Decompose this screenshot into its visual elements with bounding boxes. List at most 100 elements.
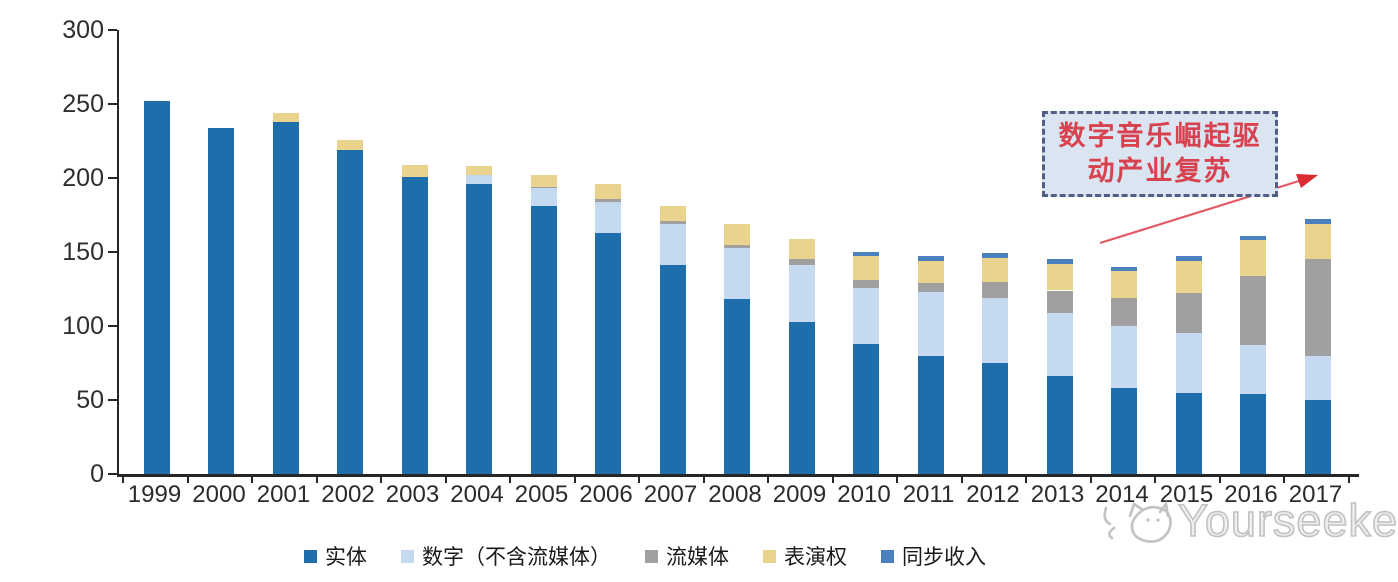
x-axis-label: 2015 [1159,481,1214,508]
bar-segment [853,280,879,288]
x-axis-tick [702,475,705,483]
bar-segment [1304,219,1331,224]
legend-label: 实体 [325,545,367,569]
x-axis-label: 2001 [256,481,311,508]
legend-item: 实体 [304,541,367,571]
y-axis-tick [108,103,117,105]
annotation-line1: 数字音乐崛起驱 [1058,121,1262,151]
y-axis-label: 50 [76,386,104,414]
bar-segment [788,321,815,474]
x-axis-label: 2017 [1288,481,1343,508]
bar-segment [1240,235,1266,241]
bar-segment [1304,355,1331,400]
bar-segment [143,101,170,474]
y-axis-tick [108,473,117,475]
x-axis-tick [1025,475,1027,483]
bar-segment [917,260,944,284]
legend-label: 表演权 [784,545,847,569]
bar-segment [1046,263,1073,291]
legend-swatch-icon [645,549,658,563]
bar-segment [1175,293,1202,334]
bar-segment [1046,312,1073,377]
y-axis-tick [108,177,117,179]
y-axis-label: 250 [62,90,104,118]
annotation-callout: 数字音乐崛起驱 动产业复苏 [1042,111,1278,197]
bar-segment [1111,297,1137,326]
y-axis-tick [108,29,117,31]
bar-segment [337,139,363,150]
bar-segment [272,121,299,474]
annotation-line2: 动产业复苏 [1087,156,1233,186]
bar-segment [595,183,621,199]
bar-segment [401,164,428,177]
bar-segment [1175,392,1202,474]
bar-segment [1240,240,1266,276]
x-axis-tick [122,475,124,483]
x-axis-label: 2004 [450,481,504,508]
legend-item: 流媒体 [645,541,729,571]
bar-segment [659,265,686,474]
y-axis-tick [108,325,117,327]
bar-segment [466,175,492,184]
bar-segment [1240,394,1266,474]
legend-item: 同步收入 [881,541,986,571]
x-axis-label: 2007 [643,481,698,508]
x-axis-tick [509,475,511,483]
y-axis-label: 300 [62,16,104,44]
bar-segment [1175,260,1202,294]
bar-segment [724,244,750,248]
x-axis-tick [896,475,898,483]
x-axis-label: 2006 [579,481,633,508]
bar-segment [659,223,686,266]
y-axis-label: 100 [62,312,104,340]
bar-segment [466,183,492,474]
legend-swatch-icon [881,549,894,563]
bar-segment [595,198,621,202]
bar-segment [853,287,879,344]
bar-segment [917,291,944,356]
plot-area [117,30,1359,477]
bar-segment [337,149,363,474]
bar-segment [1175,256,1202,261]
x-axis-label: 2014 [1095,481,1149,508]
bar-segment [1240,345,1266,395]
legend-item: 表演权 [763,541,847,571]
bar-segment [982,257,1008,282]
x-axis-label: 2016 [1224,481,1278,508]
bar-segment [595,232,621,474]
bar-segment [401,176,428,474]
bar-segment [1111,266,1137,272]
bar-segment [1111,271,1137,298]
x-axis-tick [1089,475,1092,483]
bar-segment [595,201,621,233]
bar-segment [724,299,750,474]
x-axis-label: 2011 [902,481,955,508]
legend: 实体 数字（不含流媒体） 流媒体 表演权 同步收入 [0,541,1290,571]
bar-segment [1046,259,1073,264]
bar-segment [1046,290,1073,313]
bar-segment [530,175,557,187]
x-axis-tick [1283,475,1285,483]
x-axis-label: 2009 [772,481,827,508]
legend-item: 数字（不含流媒体） [401,541,611,571]
x-axis-label: 2010 [837,481,891,508]
bar-segment [917,283,944,292]
bar-segment [1304,400,1331,474]
legend-swatch-icon [304,549,317,563]
bar-segment [853,256,879,281]
bar-segment [659,206,686,221]
legend-label: 同步收入 [902,545,986,569]
x-axis-tick [251,475,253,483]
x-axis-label: 1999 [127,481,182,508]
bar-segment [724,223,750,245]
bar-segment [917,355,944,474]
x-axis-label: 2000 [192,481,246,508]
bar-segment [853,343,879,474]
x-axis-label: 2002 [321,481,375,508]
bar-segment [1304,259,1331,356]
bar-segment [917,256,944,261]
bar-segment [853,252,879,257]
x-axis-tick [1154,475,1156,483]
bar-segment [530,188,557,207]
